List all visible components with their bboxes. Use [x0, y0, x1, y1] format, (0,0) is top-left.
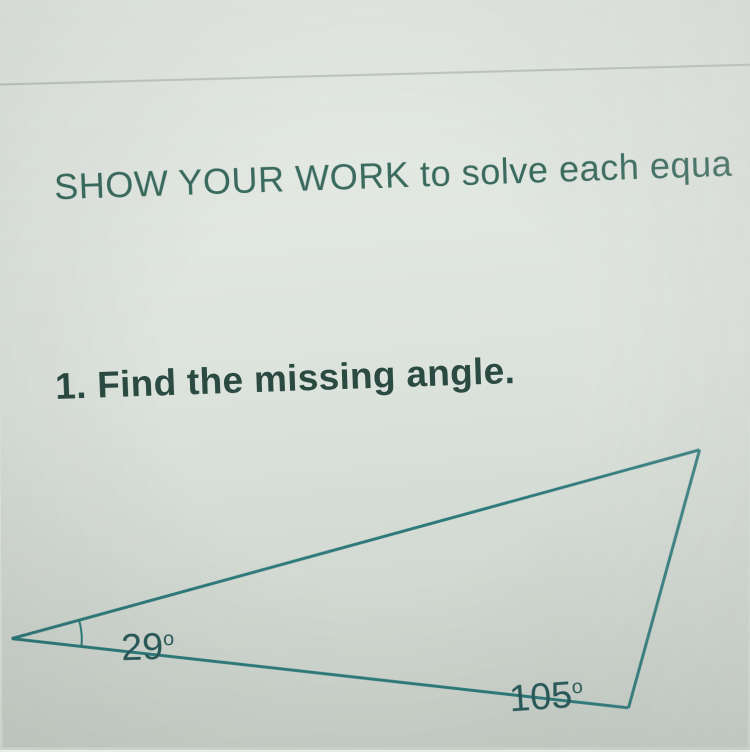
- angle-label-29: 29o: [120, 626, 175, 670]
- question-prompt: Find the missing angle.: [96, 350, 515, 406]
- question-text: 1. Find the missing angle.: [54, 350, 515, 408]
- question-number: 1.: [54, 365, 87, 407]
- triangle-side-3: [629, 450, 700, 708]
- triangle-diagram: [0, 430, 749, 747]
- degree-symbol: o: [571, 676, 583, 698]
- horizontal-divider: [0, 64, 750, 86]
- instruction-text: SHOW YOUR WORK to solve each equa: [53, 142, 732, 208]
- angle-label-105: 105o: [508, 674, 585, 722]
- worksheet-page: SHOW YOUR WORK to solve each equa 1. Fin…: [0, 0, 750, 747]
- triangle-svg: [0, 430, 749, 747]
- angle-value-105: 105: [508, 674, 574, 720]
- angle-value-29: 29: [120, 626, 164, 669]
- angle-arc-29: [79, 621, 82, 647]
- degree-symbol: o: [163, 628, 175, 650]
- triangle-side-1: [10, 450, 699, 639]
